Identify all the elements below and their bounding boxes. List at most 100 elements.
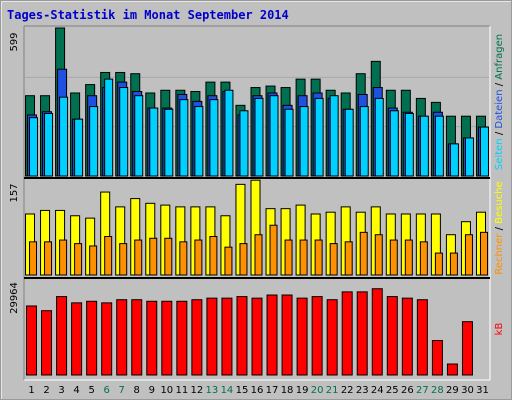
- bar-seiten-day-25: [389, 110, 399, 177]
- x-tick-label-19: 19: [296, 385, 309, 396]
- bar-seiten-day-17: [269, 95, 279, 177]
- bar-kb-day-29: [446, 363, 458, 376]
- right-axis-label-part: Dateien: [494, 89, 505, 128]
- bar-rechner-day-8: [134, 239, 143, 276]
- bar-kb-day-10: [161, 300, 173, 376]
- bar-kb-day-28: [431, 339, 443, 376]
- bar-seiten-day-23: [359, 106, 369, 177]
- bar-rechner-day-14: [224, 246, 233, 276]
- bar-seiten-day-3: [59, 96, 69, 177]
- x-tick-label-10: 10: [160, 385, 173, 396]
- x-tick-label-5: 5: [88, 385, 94, 396]
- x-tick-label-20: 20: [311, 385, 324, 396]
- bar-kb-day-25: [386, 296, 398, 376]
- bar-kb-day-5: [86, 300, 98, 376]
- bar-seiten-day-18: [284, 108, 294, 177]
- bar-rechner-day-24: [374, 234, 383, 276]
- bar-seiten-day-19: [299, 106, 309, 177]
- right-axis-label-kb: kB: [494, 323, 505, 336]
- bar-rechner-day-10: [164, 237, 173, 276]
- bar-seiten-day-2: [44, 112, 54, 177]
- bar-rechner-day-27: [419, 241, 428, 276]
- x-tick-label-6: 6: [103, 385, 109, 396]
- bar-rechner-day-31: [479, 231, 488, 276]
- right-axis-label-requests: Seiten / Dateien / Anfragen: [494, 34, 505, 170]
- right-axis-label-part: /: [494, 224, 505, 234]
- bar-seiten-day-31: [479, 126, 489, 177]
- bar-kb-day-26: [401, 297, 413, 376]
- bar-rechner-day-2: [44, 241, 53, 276]
- bar-rechner-day-6: [104, 235, 113, 276]
- bar-kb-day-2: [41, 310, 53, 376]
- chart-title: Tages-Statistik im Monat September 2014: [7, 8, 289, 22]
- bar-rechner-day-25: [389, 239, 398, 276]
- x-tick-label-21: 21: [326, 385, 339, 396]
- bar-kb-day-16: [251, 297, 263, 376]
- bar-kb-day-15: [236, 296, 248, 376]
- x-tick-label-26: 26: [401, 385, 414, 396]
- bar-rechner-day-15: [239, 243, 248, 276]
- x-tick-label-17: 17: [266, 385, 279, 396]
- x-tick-label-11: 11: [175, 385, 188, 396]
- bar-seiten-day-21: [329, 95, 339, 177]
- bar-kb-day-14: [221, 297, 233, 376]
- bar-rechner-day-21: [329, 243, 338, 276]
- bar-seiten-day-29: [449, 143, 459, 177]
- bar-kb-day-7: [116, 299, 128, 376]
- x-tick-label-14: 14: [221, 385, 234, 396]
- bar-seiten-day-6: [104, 78, 114, 177]
- right-axis-label-part: Besuche: [494, 181, 505, 224]
- x-tick-label-23: 23: [356, 385, 369, 396]
- bar-rechner-day-29: [449, 252, 458, 276]
- right-axis-label-visits: Rechner / Besuche: [494, 181, 505, 274]
- bar-rechner-day-16: [254, 234, 263, 276]
- bar-seiten-day-27: [419, 115, 429, 177]
- bar-seiten-day-1: [29, 117, 39, 177]
- bar-kb-day-21: [326, 299, 338, 376]
- x-tick-label-3: 3: [58, 385, 64, 396]
- bar-rechner-day-18: [284, 239, 293, 276]
- right-axis-label-part: /: [494, 129, 505, 139]
- bar-kb-day-4: [71, 302, 83, 376]
- bar-rechner-day-20: [314, 239, 323, 276]
- x-tick-label-28: 28: [431, 385, 444, 396]
- right-axis-label-part: Anfragen: [494, 34, 505, 80]
- bar-rechner-day-11: [179, 241, 188, 276]
- bar-seiten-day-13: [209, 99, 219, 177]
- x-tick-label-7: 7: [119, 385, 125, 396]
- bar-rechner-day-5: [89, 245, 98, 276]
- bar-kb-day-27: [416, 299, 428, 376]
- bar-kb-day-30: [461, 321, 473, 376]
- x-tick-label-16: 16: [251, 385, 264, 396]
- ymax-label-visits: 157: [9, 183, 20, 202]
- x-tick-label-1: 1: [28, 385, 34, 396]
- x-tick-label-4: 4: [73, 385, 79, 396]
- x-tick-label-22: 22: [341, 385, 354, 396]
- bar-kb-day-11: [176, 300, 188, 376]
- ymax-label-kb: 29964: [9, 282, 20, 314]
- x-tick-label-25: 25: [386, 385, 399, 396]
- bar-kb-day-9: [146, 300, 158, 376]
- bar-rechner-day-4: [74, 243, 83, 276]
- bar-seiten-day-22: [344, 108, 354, 177]
- bar-kb-day-8: [131, 299, 143, 376]
- ymax-label-requests: 599: [9, 32, 20, 51]
- bar-kb-day-18: [281, 294, 293, 376]
- bar-kb-day-19: [296, 297, 308, 376]
- bar-seiten-day-8: [134, 95, 144, 177]
- bar-seiten-day-12: [194, 106, 204, 177]
- bar-seiten-day-24: [374, 97, 384, 177]
- bar-seiten-day-7: [119, 87, 129, 177]
- bar-rechner-day-19: [299, 239, 308, 276]
- bar-kb-day-17: [266, 294, 278, 376]
- x-tick-label-30: 30: [461, 385, 474, 396]
- bar-kb-day-1: [26, 305, 38, 376]
- bar-kb-day-22: [341, 291, 353, 376]
- x-tick-label-18: 18: [281, 385, 294, 396]
- bar-kb-day-12: [191, 299, 203, 376]
- bar-rechner-day-9: [149, 237, 158, 276]
- bar-rechner-day-3: [59, 239, 68, 276]
- bar-kb-day-23: [356, 291, 368, 376]
- x-tick-label-2: 2: [43, 385, 49, 396]
